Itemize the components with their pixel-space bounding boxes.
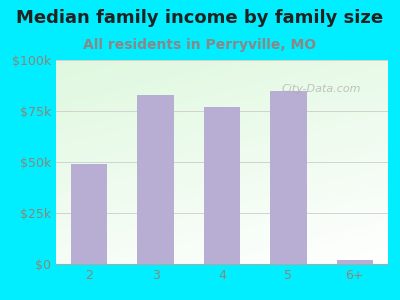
Bar — [71, 164, 108, 264]
Bar — [204, 107, 240, 264]
Text: Median family income by family size: Median family income by family size — [16, 9, 384, 27]
Bar — [270, 91, 307, 264]
Text: All residents in Perryville, MO: All residents in Perryville, MO — [84, 38, 316, 52]
Bar — [336, 260, 373, 264]
Text: City-Data.com: City-Data.com — [282, 85, 361, 94]
Bar — [137, 95, 174, 264]
